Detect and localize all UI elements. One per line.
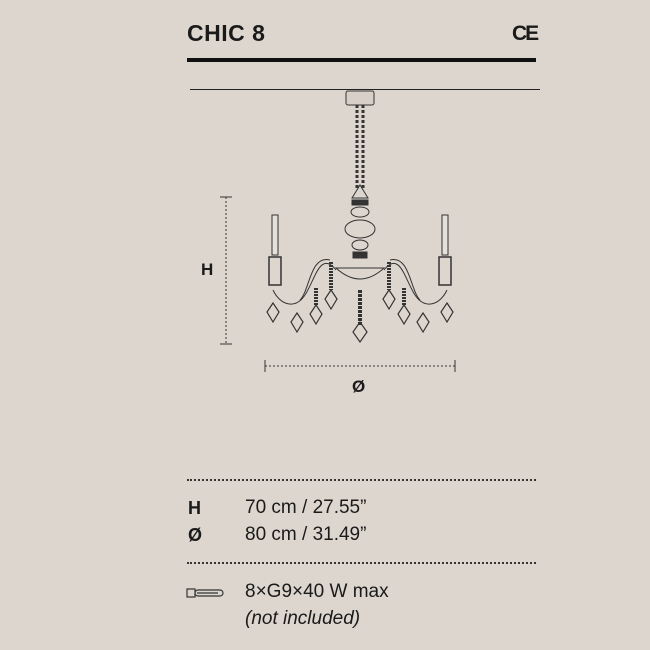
ce-mark: CE <box>512 22 539 45</box>
height-dimension <box>220 196 232 345</box>
diameter-dimension <box>264 360 456 372</box>
ceiling-line <box>190 89 540 90</box>
product-title: CHIC 8 <box>187 20 266 46</box>
spec-label-diameter: Ø <box>188 525 203 545</box>
height-label: H <box>201 260 214 279</box>
bulb-note: (not included) <box>245 608 361 629</box>
chandelier <box>266 90 454 344</box>
diameter-label: Ø <box>352 377 366 396</box>
divider <box>187 562 536 564</box>
title-rule <box>187 58 536 62</box>
divider <box>187 479 536 481</box>
spec-value-height: 70 cm / 27.55” <box>245 497 367 518</box>
chandelier-drawing <box>220 90 456 372</box>
bulb-spec: 8×G9×40 W max <box>245 581 389 602</box>
spec-label-height: H <box>188 498 201 518</box>
spec-value-diameter: 80 cm / 31.49” <box>245 524 367 545</box>
g9-bulb-icon <box>186 588 224 598</box>
